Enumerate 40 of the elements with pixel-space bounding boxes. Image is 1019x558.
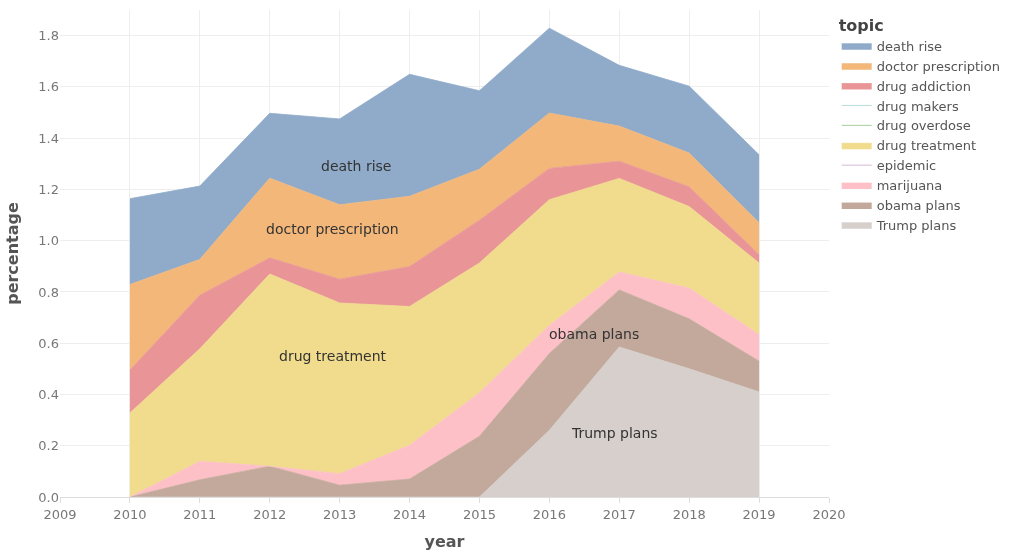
y-axis-title: percentage [3,202,23,305]
y-tick-label: 1.8 [38,28,59,44]
legend-label: epidemic [876,158,937,174]
x-tick-label: 2017 [602,506,636,522]
x-tick-label: 2015 [462,506,496,522]
legend-label: death rise [876,38,943,54]
annotation: death rise [321,158,392,174]
annotation: obama plans [549,326,640,342]
y-tick-label: 1.6 [38,79,59,95]
y-tick-label: 0.4 [38,387,59,403]
x-tick-label: 2009 [43,506,77,522]
x-tick-label: 2012 [253,506,287,522]
x-tick-label: 2020 [812,506,846,522]
legend-label: marijuana [876,178,943,194]
x-tick-label: 2016 [532,506,566,522]
annotation: Trump plans [571,425,658,441]
x-tick-label: 2011 [183,506,217,522]
legend-label: drug addiction [876,78,972,94]
legend-title: topic [838,15,884,35]
y-tick-label: 1.4 [38,130,59,146]
legend-label: drug treatment [876,138,977,154]
legend-label: doctor prescription [876,58,1000,74]
x-tick-label: 2013 [323,506,357,522]
annotation: doctor prescription [266,221,399,237]
legend-label: obama plans [876,198,961,214]
y-tick-label: 0.8 [38,284,59,300]
legend-label: Trump plans [875,217,957,233]
y-tick-label: 0.0 [38,489,59,505]
annotation: drug treatment [279,348,387,364]
x-tick-label: 2019 [742,506,776,522]
y-tick-label: 1.0 [38,233,59,249]
y-tick-label: 0.6 [38,335,59,351]
y-tick-label: 1.2 [38,181,59,197]
x-tick-label: 2014 [393,506,427,522]
x-tick-label: 2010 [113,506,147,522]
x-axis-title: year [424,532,465,552]
y-tick-label: 0.2 [38,438,59,454]
legend-label: drug makers [876,98,959,114]
legend-label: drug overdose [876,118,971,134]
x-tick-label: 2018 [672,506,706,522]
